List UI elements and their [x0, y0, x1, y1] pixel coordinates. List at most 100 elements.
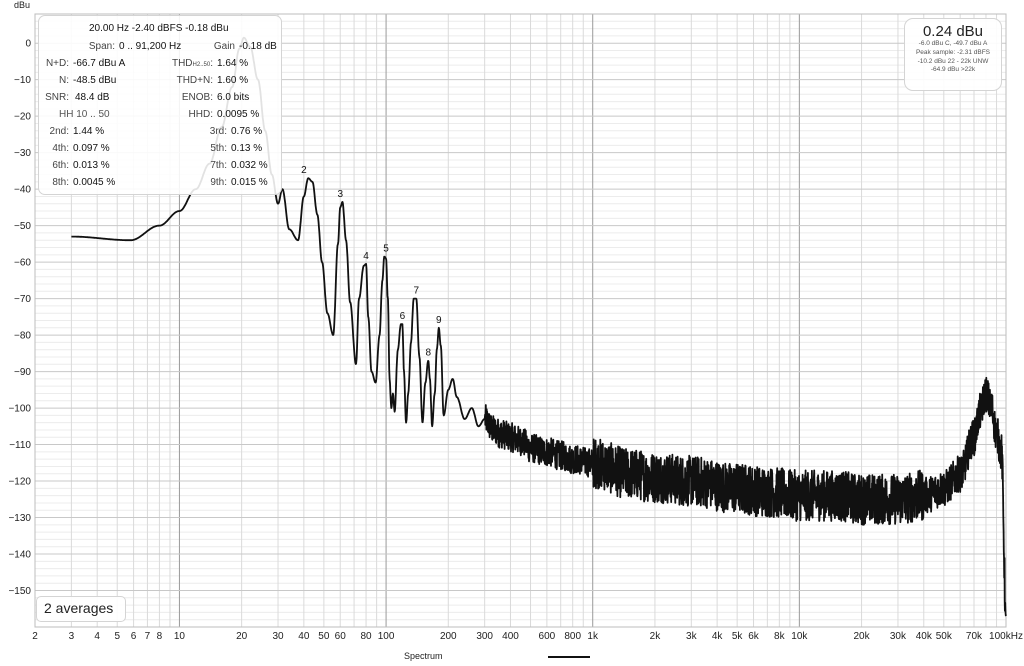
enob-label: ENOB: [181, 92, 213, 103]
x-tick-label: 300 [476, 631, 493, 642]
y-tick-label: −80 [14, 331, 31, 342]
x-tick-label: 8k [774, 631, 786, 642]
x-tick-label: 6k [748, 631, 760, 642]
y-tick-label: −150 [8, 586, 31, 597]
hhd-label: HHD: [188, 109, 213, 120]
y-tick-label: −10 [14, 75, 31, 86]
noise-value: -48.5 dBu [73, 75, 117, 86]
x-tick-label: 30k [890, 631, 907, 642]
gain-label: Gain [213, 41, 235, 52]
harmonic-label: 4 [363, 251, 369, 262]
x-tick-label: 600 [539, 631, 556, 642]
x-tick-label: 70k [966, 631, 983, 642]
thdn-value: 1.60 % [217, 75, 249, 86]
h7-label: 7th: [210, 160, 227, 171]
nd-label: N+D: [45, 58, 69, 69]
x-tick-label: 6 [131, 631, 137, 642]
x-tick-label: 40 [298, 631, 310, 642]
harmonic-label: 6 [400, 311, 406, 322]
x-tick-label: 80 [360, 631, 372, 642]
x-tick-label: 100kHz [989, 631, 1023, 642]
harmonic-label: 8 [425, 348, 431, 359]
hhd-value: 0.0095 % [217, 109, 260, 120]
y-tick-label: −50 [14, 221, 31, 232]
x-tick-label: 7 [145, 631, 151, 642]
y-tick-label: −70 [14, 294, 31, 305]
h9-value: 0.015 % [231, 177, 268, 188]
harmonic-label: 7 [413, 286, 419, 297]
span-value: 0 .. 91,200 Hz [119, 41, 182, 52]
x-tick-label: 800 [564, 631, 581, 642]
y-tick-label: −60 [14, 258, 31, 269]
x-tick-label: 10 [174, 631, 186, 642]
y-tick-label: −100 [8, 404, 31, 415]
h6-value: 0.013 % [73, 160, 110, 171]
y-tick-label: −90 [14, 367, 31, 378]
snr-label: SNR: [45, 92, 69, 103]
y-tick-label: −120 [8, 477, 31, 488]
h2-value: 1.44 % [73, 126, 105, 137]
harmonic-label: 3 [337, 189, 343, 200]
level-above-22k-readout: -64.9 dBu >22k [930, 66, 976, 74]
level-main-value: 0.24 dBu [922, 23, 984, 40]
harmonic-label: 5 [383, 244, 389, 255]
x-tick-label: 2k [650, 631, 662, 642]
thd-label-main: THD [171, 58, 193, 69]
x-tick-label: 40k [916, 631, 933, 642]
legend-series-label: Spectrum [404, 651, 443, 661]
y-tick-label: −110 [9, 440, 31, 451]
h5-label: 5th: [210, 143, 227, 154]
thd-label: THDH2..50: [139, 55, 213, 74]
level-peak-sample: Peak sample: -2.31 dBFS [915, 48, 991, 56]
y-tick-label: 0 [25, 39, 31, 50]
enob-value: 6.0 bits [217, 92, 250, 103]
y-tick-label: −30 [14, 148, 31, 159]
thd-value: 1.64 % [217, 58, 249, 69]
harmonic-label: 9 [436, 315, 442, 326]
y-tick-label: −40 [14, 185, 31, 196]
noise-label: N: [59, 75, 69, 86]
snr-value: 48.4 dB [75, 92, 110, 103]
y-axis-unit-label: dBu [14, 0, 31, 10]
x-tick-label: 20 [236, 631, 248, 642]
x-tick-label: 5k [732, 631, 744, 642]
level-weighted-readout: -6.0 dBu C, -49.7 dBu A [918, 40, 988, 47]
measurement-info-panel[interactable]: 20.00 Hz -2.40 dBFS -0.18 dBu Span: 0 ..… [38, 15, 282, 195]
hh-range-label: HH 10 .. 50 [59, 109, 110, 120]
x-tick-label: 100 [378, 631, 395, 642]
h4-value: 0.097 % [73, 143, 110, 154]
nd-value: -66.7 dBu A [73, 58, 126, 69]
x-tick-label: 4k [712, 631, 724, 642]
h8-label: 8th: [52, 177, 69, 188]
x-tick-label: 60 [335, 631, 347, 642]
x-tick-label: 1k [587, 631, 599, 642]
thd-label-colon: : [210, 58, 213, 69]
series-line-spectrum [70, 36, 1007, 617]
x-tick-label: 4 [94, 631, 100, 642]
x-tick-label: 50 [318, 631, 330, 642]
x-tick-label: 10k [791, 631, 808, 642]
level-meter-panel[interactable]: 0.24 dBu -6.0 dBu C, -49.7 dBu A Peak sa… [904, 18, 1002, 91]
legend-series-swatch [548, 656, 590, 658]
plot-frame [34, 13, 1007, 628]
x-tick-label: 3k [686, 631, 698, 642]
thdn-label: THD+N: [176, 75, 213, 86]
thd-label-range: H2..50 [192, 62, 211, 68]
gain-value: -0.18 dB [239, 41, 277, 52]
h3-value: 0.76 % [231, 126, 263, 137]
h2-label: 2nd: [49, 126, 69, 137]
y-tick-label: −140 [8, 550, 31, 561]
x-tick-label: 20k [854, 631, 871, 642]
h3-label: 3rd: [209, 126, 227, 137]
y-tick-label: −20 [14, 112, 31, 123]
y-tick-label: −130 [8, 513, 31, 524]
x-tick-label: 400 [502, 631, 519, 642]
h9-label: 9th: [210, 177, 227, 188]
x-tick-label: 200 [440, 631, 457, 642]
level-unweighted-readout: -10.2 dBu 22 - 22k UNW [917, 57, 989, 65]
averages-indicator[interactable]: 2 averages [36, 596, 126, 622]
span-label: Span: [88, 41, 115, 52]
x-tick-label: 5 [114, 631, 120, 642]
harmonic-label: 2 [301, 165, 307, 176]
